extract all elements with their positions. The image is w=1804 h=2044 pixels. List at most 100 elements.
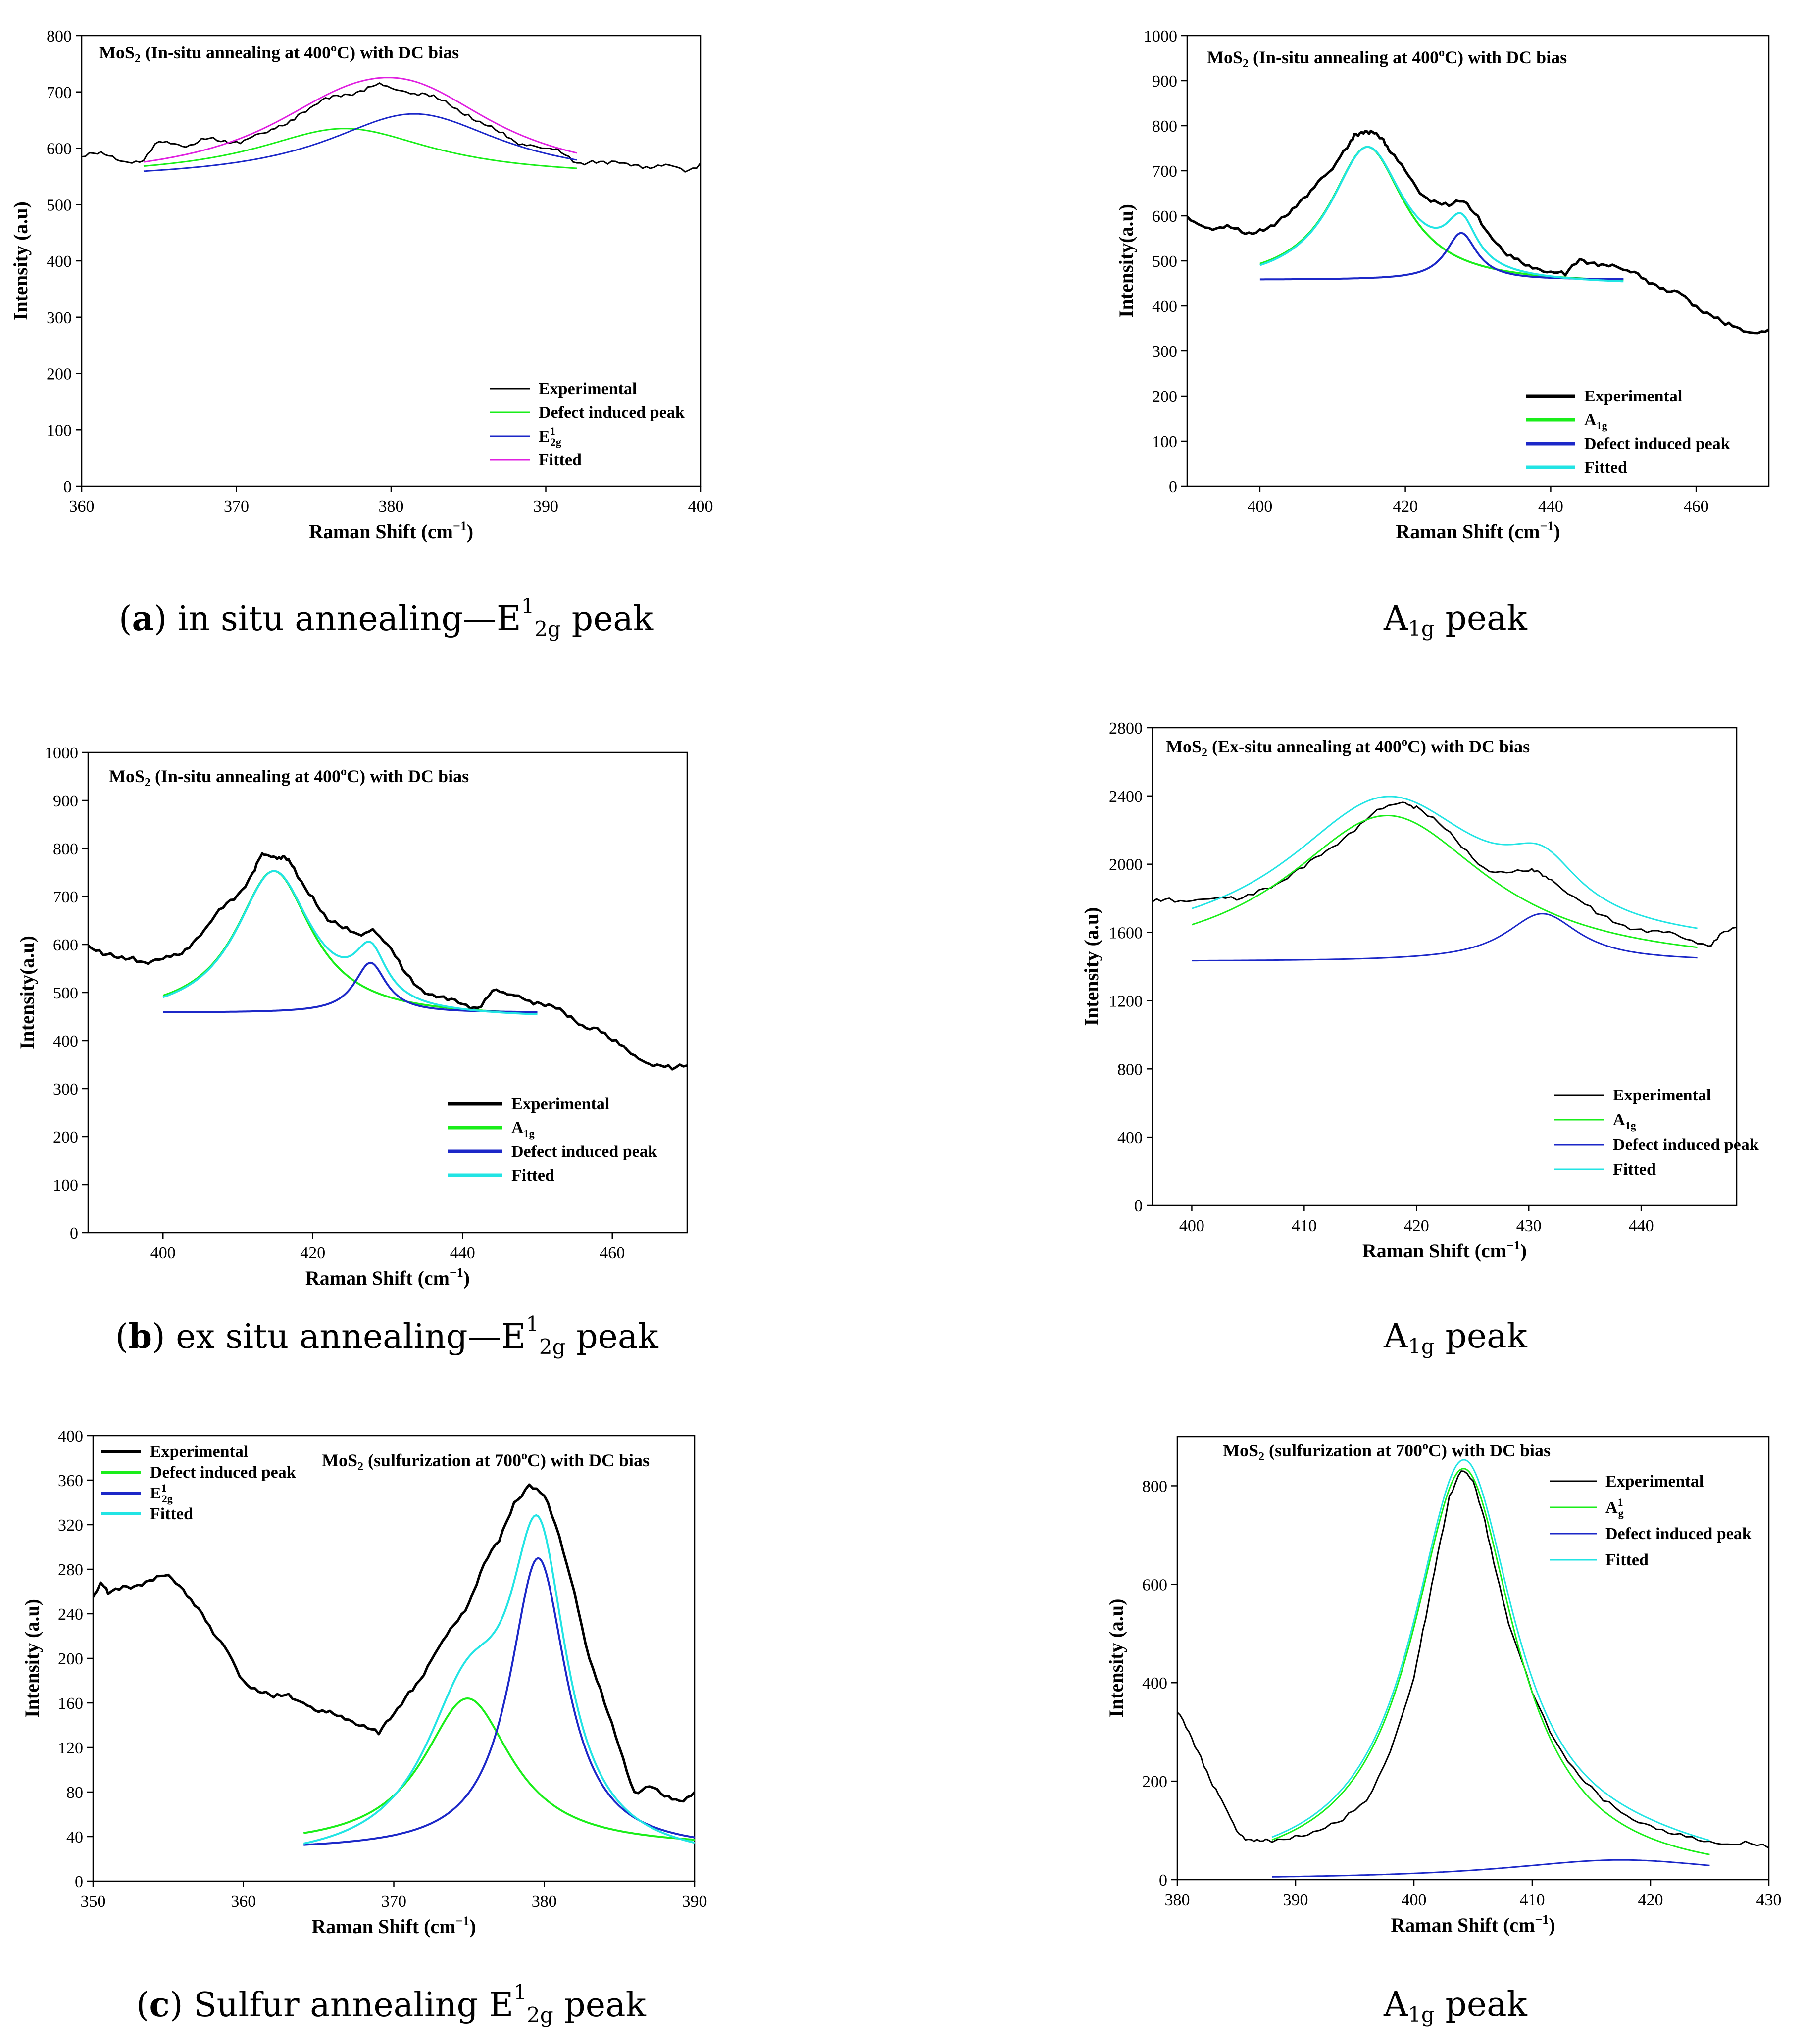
x-axis-label-text: Raman Shift (cm: [305, 1267, 450, 1289]
y-tick-label: 1600: [1109, 924, 1143, 943]
y-axis-label: Intensity (a.u): [9, 201, 32, 320]
y-tick-label: 200: [1142, 1773, 1167, 1791]
caption-c-left: (c) Sulfur annealing E12g peak: [136, 1980, 646, 2027]
chart-title-text: (In-situ annealing at 400: [1249, 48, 1439, 67]
x-axis-label: Raman Shift (cm−1): [305, 1265, 470, 1289]
legend-label-sup: 1: [161, 1482, 167, 1494]
x-tick-label: 370: [224, 498, 249, 516]
x-axis-label-text: Raman Shift (cm: [1391, 1914, 1535, 1936]
y-tick-label: 700: [1152, 162, 1177, 181]
x-tick-label: 410: [1520, 1891, 1545, 1909]
chart-title-text: MoS: [1207, 48, 1243, 67]
y-tick-label: 800: [53, 840, 78, 858]
chart-title: MoS2 (In-situ annealing at 400oC) with D…: [99, 42, 459, 65]
series-line-fitted: [1259, 146, 1624, 283]
y-tick-label: 400: [1117, 1129, 1143, 1147]
y-tick-label: 360: [58, 1472, 83, 1490]
chart-title-text: (sulfurization at 700: [363, 1450, 521, 1470]
legend-label-text: A: [1613, 1111, 1625, 1129]
x-tick-label: 430: [1516, 1217, 1542, 1235]
x-axis-label-sup: −1: [1535, 1912, 1549, 1927]
series-line-defect-induced-peak: [303, 1697, 695, 1841]
legend-label: Fitted: [1613, 1160, 1656, 1179]
chart-in-situ-a1g: 400 420 440 460 0 100 200 300 400 500 600 700 800 900…: [1099, 0, 1804, 559]
chart2-svg: 400 420 440 460 0 100 200 300 400 500 600 700 800 900…: [16, 744, 688, 1289]
y-tick-label: 0: [70, 1224, 78, 1243]
series-line-experimental: [1187, 129, 1769, 335]
series-line-a1g: [162, 870, 538, 1014]
y-tick-label: 200: [58, 1650, 83, 1668]
chart-title-text: (In-situ annealing at 400: [141, 43, 331, 62]
y-tick-label: 2000: [1109, 856, 1143, 874]
x-axis-label-sup: −1: [1540, 519, 1553, 533]
chart-title: MoS2 (Ex-situ annealing at 400oC) with D…: [1166, 736, 1530, 759]
y-tick-label: 80: [66, 1784, 83, 1802]
y-tick-label: 100: [1152, 433, 1177, 451]
chart-title-sub: 2: [1202, 747, 1207, 759]
y-tick-label: 100: [53, 1176, 78, 1195]
x-tick-label: 400: [150, 1244, 176, 1262]
legend-label: Experimental: [539, 380, 637, 398]
y-tick-label: 400: [58, 1427, 83, 1446]
x-axis-label-sup: −1: [453, 519, 467, 533]
y-tick-label: 200: [1152, 388, 1177, 406]
x-tick-label: 430: [1756, 1891, 1782, 1909]
y-axis-label: Intensity(a.u): [16, 936, 38, 1049]
series-line-experimental: [82, 82, 701, 173]
chart-title-sup: o: [1402, 736, 1407, 748]
chart-title-text: (In-situ annealing at 400: [150, 766, 341, 786]
legend-label: Experimental: [1613, 1086, 1711, 1104]
chart-title-sup: o: [331, 42, 337, 54]
plot-area: [93, 1483, 695, 1846]
legend-label-sub: 2g: [551, 436, 561, 448]
legend-label-sub: 1g: [1597, 419, 1607, 432]
x-tick-label: 400: [1402, 1891, 1427, 1909]
series-line-experimental: [1177, 1470, 1769, 1849]
series-line-a1g: [1191, 815, 1698, 948]
chart-title-sub: 2: [145, 776, 150, 789]
series-line-e12g: [143, 113, 577, 172]
chart-title: MoS2 (sulfurization at 700oC) with DC bi…: [1223, 1440, 1551, 1463]
chart-title: MoS2 (In-situ annealing at 400oC) with D…: [1207, 47, 1567, 70]
plot-frame: [1152, 727, 1738, 1206]
series-line-fitted: [1271, 1459, 1710, 1842]
x-axis-label-sup: −1: [1506, 1238, 1520, 1252]
y-tick-label: 0: [1159, 1871, 1167, 1890]
y-tick-label: 280: [58, 1561, 83, 1579]
series-line-a1g: [1259, 146, 1624, 281]
plot-area: [1187, 129, 1769, 335]
x-axis-label: Raman Shift (cm−1): [309, 519, 473, 543]
x-tick-label: 440: [450, 1244, 475, 1262]
series-line-fitted: [1191, 796, 1698, 929]
legend-label-text: E: [150, 1484, 161, 1502]
legend-label: Experimental: [511, 1095, 609, 1113]
legend-label: Experimental: [150, 1443, 248, 1461]
y-axis-label: Intensity(a.u): [1115, 204, 1137, 318]
plot-frame: [92, 1435, 696, 1882]
x-axis-label-text: Raman Shift (cm: [311, 1915, 455, 1938]
x-axis-label-text: ): [469, 1915, 476, 1938]
chart-title-text: (Ex-situ annealing at 400: [1207, 737, 1402, 756]
chart-title-text: MoS: [109, 766, 145, 786]
x-axis-label-sup: −1: [455, 1914, 469, 1928]
x-tick-label: 420: [1404, 1217, 1429, 1235]
x-axis-label-text: Raman Shift (cm: [309, 520, 453, 543]
legend: Experimental A1g Defect induced peak Fitted: [448, 1095, 657, 1185]
chart-ex-situ-a1g: 400 410 420 430 440 0 400 800 1200 1600 2000 2400 28…: [1069, 708, 1804, 1272]
series-line-experimental: [93, 1483, 695, 1803]
chart-title-text: MoS: [322, 1450, 357, 1470]
chart1-svg: 400 420 440 460 0 100 200 300 400 500 600 700 800 900…: [1115, 27, 1770, 543]
x-axis-label-text: ): [467, 520, 473, 543]
plot-frame: [1176, 1436, 1770, 1881]
y-tick-label: 100: [47, 421, 72, 440]
x-tick-label: 400: [1179, 1217, 1204, 1235]
chart3-svg: 400 410 420 430 440 0 400 800 1200 1600 2000 2400 28…: [1080, 719, 1759, 1262]
chart-title-text: MoS: [1223, 1441, 1258, 1460]
y-tick-label: 400: [53, 1032, 78, 1050]
y-tick-label: 400: [1142, 1674, 1167, 1693]
chart4-svg: 350 360 370 380 390 0 40 80 120 160 200 240 280 320 36…: [21, 1427, 707, 1938]
chart5-svg: 380 390 400 410 420 430 0 200 400 600 800 Raman Shi…: [1105, 1436, 1782, 1936]
legend-label: Fitted: [511, 1166, 554, 1185]
